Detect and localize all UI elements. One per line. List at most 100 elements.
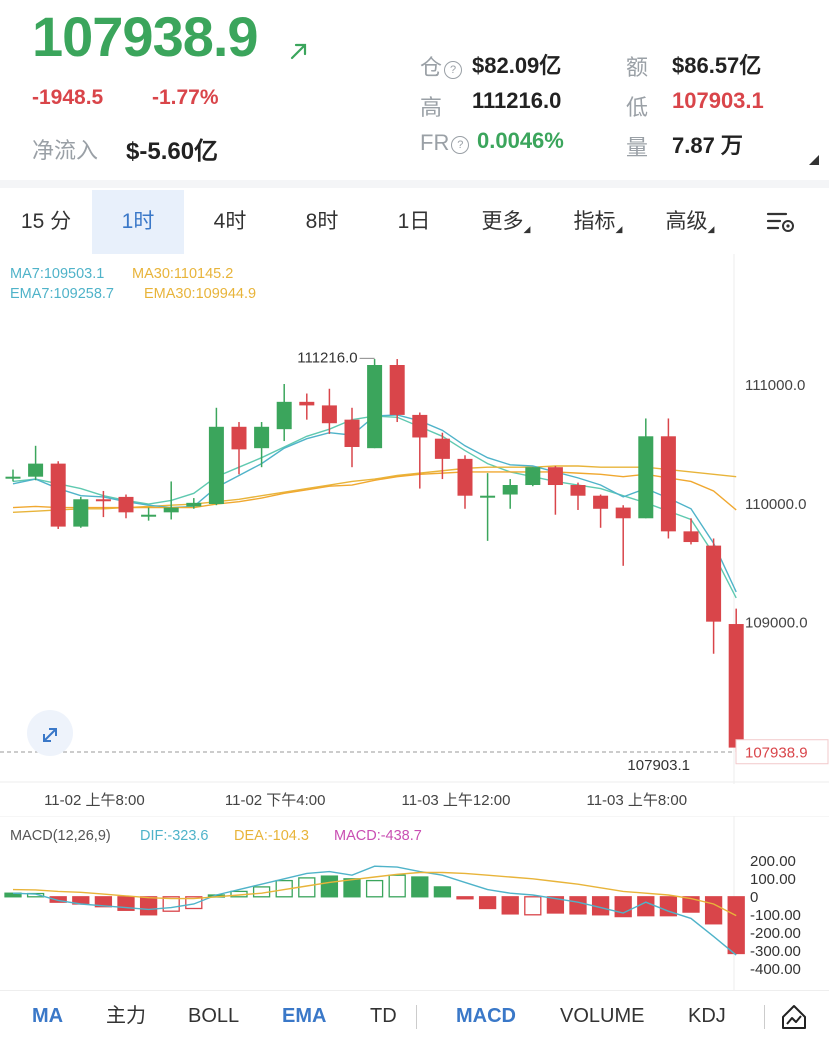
candlestick-chart[interactable]: 111000.0 110000.0 109000.0 11-02 上午8:00 11-… xyxy=(0,254,829,816)
tab-1d[interactable]: 1日 xyxy=(397,210,431,233)
macd-bar xyxy=(320,875,339,898)
macd-bar xyxy=(637,896,655,917)
ema30-label: EMA30:109944.9 xyxy=(144,286,256,302)
dif-label: DIF:-323.6 xyxy=(140,828,209,844)
candle-body xyxy=(480,495,496,498)
fullscreen-button[interactable] xyxy=(27,710,73,756)
macd-bar xyxy=(139,896,158,916)
ma30-label: MA30:110145.2 xyxy=(132,266,233,282)
amount-value: $86.57亿 xyxy=(672,53,762,78)
high-value: 111216.0 xyxy=(472,88,562,113)
interval-tabs: 15 分 1时 4时 8时 1日 更多◢ 指标◢ 高级◢ xyxy=(0,190,829,254)
macd-bar xyxy=(388,874,406,898)
tab-1h[interactable]: 1时 xyxy=(92,190,184,254)
low-value: 107903.1 xyxy=(672,88,764,113)
volume-value: 7.87 万 xyxy=(672,133,743,158)
macd-y-tick-label: 0 xyxy=(750,889,758,906)
indicator-macd[interactable]: MACD xyxy=(456,1005,516,1027)
dea-label: DEA:-104.3 xyxy=(234,828,309,844)
macd-y-tick-label: -100.00 xyxy=(750,907,801,924)
y-tick-label: 110000.0 xyxy=(745,496,806,513)
indicator-kdj[interactable]: KDJ xyxy=(688,1005,726,1027)
open-interest-label[interactable]: 仓? xyxy=(420,50,463,82)
x-tick-label: 11-02 下午4:00 xyxy=(225,792,326,809)
indicator-ema[interactable]: EMA xyxy=(282,1005,327,1027)
volume-label: 量 xyxy=(626,135,649,160)
expand-corner-icon[interactable] xyxy=(808,154,820,166)
tab-more[interactable]: 更多◢ xyxy=(481,210,531,234)
ema7-label: EMA7:109258.7 xyxy=(10,286,114,302)
funding-rate-value: 0.0046% xyxy=(477,128,564,153)
indicator-ma[interactable]: MA xyxy=(32,1005,64,1027)
macd-bar xyxy=(704,896,723,925)
last-price-box xyxy=(735,739,829,765)
macd-chart[interactable]: MACD(12,26,9) DIF:-323.6 DEA:-104.3 MACD… xyxy=(0,816,829,990)
tab-15m[interactable]: 15 分 xyxy=(20,210,72,233)
settings-list-icon[interactable] xyxy=(766,210,796,234)
macd-label: MACD:-438.7 xyxy=(334,828,422,844)
funding-rate-label[interactable]: FR? xyxy=(420,130,470,156)
draw-tool-icon[interactable] xyxy=(780,1003,808,1031)
caret-icon: ◢ xyxy=(615,224,623,234)
candle-body xyxy=(367,365,383,449)
last-price: 107938.9 xyxy=(32,5,259,68)
up-arrow-icon xyxy=(290,43,307,60)
macd-bar xyxy=(546,896,565,914)
caret-icon: ◢ xyxy=(523,224,531,234)
netflow-value: $-5.60亿 xyxy=(126,138,219,165)
candle-body xyxy=(163,507,179,513)
low-label: 低 xyxy=(626,95,649,120)
divider xyxy=(764,1005,765,1029)
macd-bar xyxy=(185,896,203,910)
expand-icon xyxy=(43,728,57,742)
candle-body xyxy=(5,476,21,479)
macd-bar xyxy=(365,879,384,898)
y-tick-label: 111000.0 xyxy=(745,377,805,394)
macd-y-tick-label: -400.00 xyxy=(750,961,801,978)
macd-bar xyxy=(501,896,519,915)
tab-indicators[interactable]: 指标◢ xyxy=(573,210,623,234)
indicator-td[interactable]: TD xyxy=(370,1005,397,1027)
macd-bar xyxy=(524,896,542,916)
tab-8h[interactable]: 8时 xyxy=(305,210,339,233)
macd-y-tick-label: -300.00 xyxy=(750,943,801,960)
candle-body xyxy=(728,624,744,748)
macd-bar xyxy=(49,896,67,903)
candle-body xyxy=(683,531,699,543)
indicator-boll[interactable]: BOLL xyxy=(188,1005,240,1027)
candle-body xyxy=(73,499,89,527)
indicator-volume[interactable]: VOLUME xyxy=(560,1005,645,1027)
candle-body xyxy=(208,426,224,505)
candle-body xyxy=(231,426,247,450)
macd-bar xyxy=(456,896,474,900)
series-line xyxy=(12,471,737,511)
candle-body xyxy=(412,414,428,438)
last-price-label: 107938.9 xyxy=(745,745,808,762)
candle-body xyxy=(186,502,202,507)
candle-body xyxy=(457,458,473,496)
indicator-main-force[interactable]: 主力 xyxy=(106,1005,146,1027)
help-icon[interactable]: ? xyxy=(444,61,463,79)
macd-bar xyxy=(411,876,429,898)
macd-bar xyxy=(478,896,497,910)
high-label: 高 xyxy=(420,95,443,120)
help-icon[interactable]: ? xyxy=(451,136,470,154)
candle-body xyxy=(434,438,450,459)
macd-title: MACD(12,26,9) xyxy=(10,828,111,844)
tab-advanced[interactable]: 高级◢ xyxy=(665,210,715,234)
candle-body xyxy=(50,463,66,527)
macd-series-line xyxy=(12,865,737,956)
tab-4h[interactable]: 4时 xyxy=(213,210,247,233)
candle-body xyxy=(389,365,405,415)
divider xyxy=(416,1005,417,1029)
max-price-label: 111216.0 xyxy=(297,349,357,366)
candle-body xyxy=(615,507,631,519)
candle-body xyxy=(321,405,337,424)
macd-bar xyxy=(433,886,452,898)
caret-icon: ◢ xyxy=(707,224,715,234)
candle-body xyxy=(593,495,609,509)
indicator-bar: MA 主力 BOLL EMA TD MACD VOLUME KDJ xyxy=(0,990,829,1042)
ma7-label: MA7:109503.1 xyxy=(10,266,104,282)
macd-bar xyxy=(94,896,113,908)
macd-series-line xyxy=(12,871,737,917)
